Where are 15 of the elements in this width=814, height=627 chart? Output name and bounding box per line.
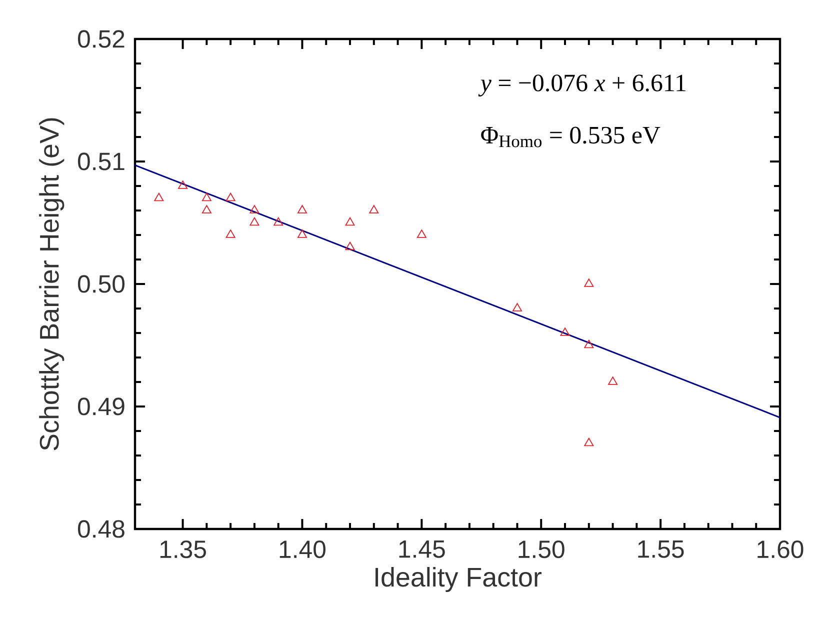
x-tick-label: 1.40 [280,540,326,558]
x-tick-label: 1.45 [399,540,445,558]
x-axis-title: Ideality Factor [376,566,542,592]
x-tick-label: 1.50 [518,540,564,558]
x-tick-label: 1.60 [758,540,804,558]
x-tick-label: 1.55 [638,540,684,558]
annotation: Φ$_{Homo}$ = 0.535 eV [481,126,660,148]
y-axis-title: Schottky Barrier Height (eV) [39,118,64,450]
x-tick-label: 1.35 [160,540,206,558]
y-tick-label: 0.49 [78,398,124,416]
y-tick-label: 0.52 [78,30,124,48]
y-tick-label: 0.51 [78,152,124,170]
y-tick-label: 0.50 [78,275,125,293]
y-tick-label: 0.48 [78,520,124,538]
annotation: y = −0.076 x + 6.611 [478,74,686,97]
